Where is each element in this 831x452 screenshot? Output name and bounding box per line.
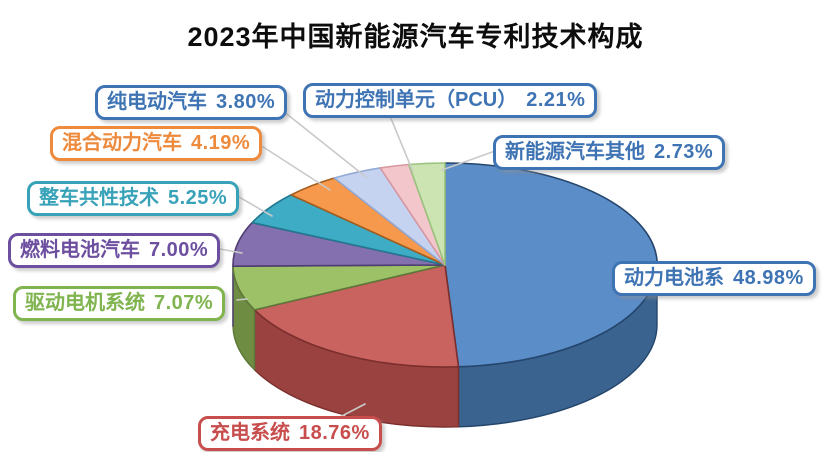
callout-value: 7.00% xyxy=(149,239,209,261)
callout-label: 混合动力汽车 xyxy=(62,132,182,154)
callout-fuel-cell: 燃料电池汽车 7.00% xyxy=(8,233,221,268)
pie-slice-8 xyxy=(408,162,446,266)
callout-power-battery: 动力电池系 48.98% xyxy=(612,261,816,296)
callout-charging-system: 充电系统 18.76% xyxy=(198,416,382,451)
callout-pcu: 动力控制单元（PCU） 2.21% xyxy=(303,83,598,118)
callout-drive-motor: 驱动电机系统 7.07% xyxy=(13,286,226,321)
callout-value: 18.76% xyxy=(299,422,370,444)
leader-line xyxy=(256,142,331,191)
callout-label: 整车共性技术 xyxy=(39,187,159,209)
callout-label: 燃料电池汽车 xyxy=(20,239,140,261)
callout-label: 纯电动汽车 xyxy=(107,91,207,113)
leader-line xyxy=(236,298,248,301)
callout-label: 新能源汽车其他 xyxy=(505,141,645,163)
callout-value: 2.73% xyxy=(654,141,714,163)
callout-label: 充电系统 xyxy=(210,422,290,444)
callout-nev-other: 新能源汽车其他 2.73% xyxy=(493,135,726,170)
callout-value: 3.80% xyxy=(216,91,276,113)
callout-hybrid: 混合动力汽车 4.19% xyxy=(50,126,263,161)
leader-line xyxy=(389,115,414,173)
callout-value: 5.25% xyxy=(168,187,228,209)
leader-line xyxy=(219,248,243,254)
chart-title: 2023年中国新能源汽车专利技术构成 xyxy=(187,22,644,52)
leader-line xyxy=(339,403,366,418)
leader-line xyxy=(441,150,496,171)
callout-value: 4.19% xyxy=(191,132,251,154)
callout-label: 动力电池系 xyxy=(624,267,724,289)
callout-value: 2.21% xyxy=(526,89,586,111)
callout-value: 48.98% xyxy=(733,267,804,289)
leader-line xyxy=(238,196,273,217)
leader-line xyxy=(277,106,367,178)
callout-value: 7.07% xyxy=(154,292,214,314)
callout-label: 驱动电机系统 xyxy=(25,292,145,314)
callout-vehicle-common-tech: 整车共性技术 5.25% xyxy=(27,181,240,216)
pie-slice-1 xyxy=(253,264,460,368)
callout-bev: 纯电动汽车 3.80% xyxy=(95,85,288,120)
callout-label: 动力控制单元（PCU） xyxy=(315,89,518,111)
